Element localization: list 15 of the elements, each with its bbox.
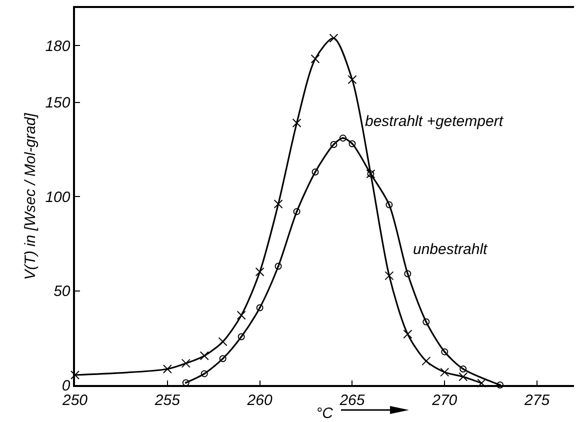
series-label: unbestrahlt — [413, 241, 488, 258]
x-tick-label: 255 — [154, 392, 181, 409]
x-tick-label: 270 — [431, 392, 458, 409]
y-tick-label: 150 — [45, 94, 71, 112]
x-axis-title: °C — [316, 405, 334, 422]
y-axis-title: V(T) in [Wsec / Mol-grad] — [22, 112, 39, 280]
y-tick-label: 180 — [45, 38, 71, 55]
x-tick-label: 260 — [246, 392, 273, 409]
x-tick-label: 265 — [338, 392, 366, 409]
y-tick-label: 50 — [54, 283, 71, 300]
x-tick-label: 275 — [524, 392, 550, 409]
y-tick-label: 0 — [62, 377, 71, 394]
y-tick-label: 100 — [45, 188, 71, 206]
series-label: bestrahlt +getempert — [365, 113, 504, 130]
x-tick-label: 250 — [61, 392, 88, 409]
